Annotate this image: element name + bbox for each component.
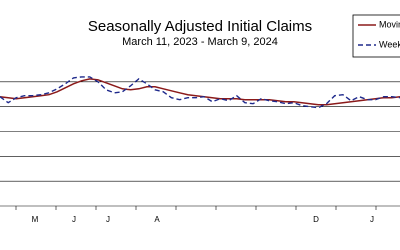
chart-subtitle: March 11, 2023 - March 9, 2024 (122, 36, 278, 48)
x-tick-label: J (72, 215, 76, 224)
legend-box (352, 14, 400, 58)
x-tick-label: D (313, 215, 319, 224)
legend-label: Weekly Claims (379, 39, 400, 49)
chart-title: Seasonally Adjusted Initial Claims (88, 18, 312, 35)
series-line (0, 78, 400, 106)
x-tick-label: A (154, 215, 160, 224)
legend-label: Moving Average (379, 19, 400, 29)
series-line (0, 76, 400, 109)
x-tick-label: M (32, 215, 39, 224)
x-tick-label: J (106, 215, 110, 224)
x-tick-label: J (370, 215, 374, 224)
